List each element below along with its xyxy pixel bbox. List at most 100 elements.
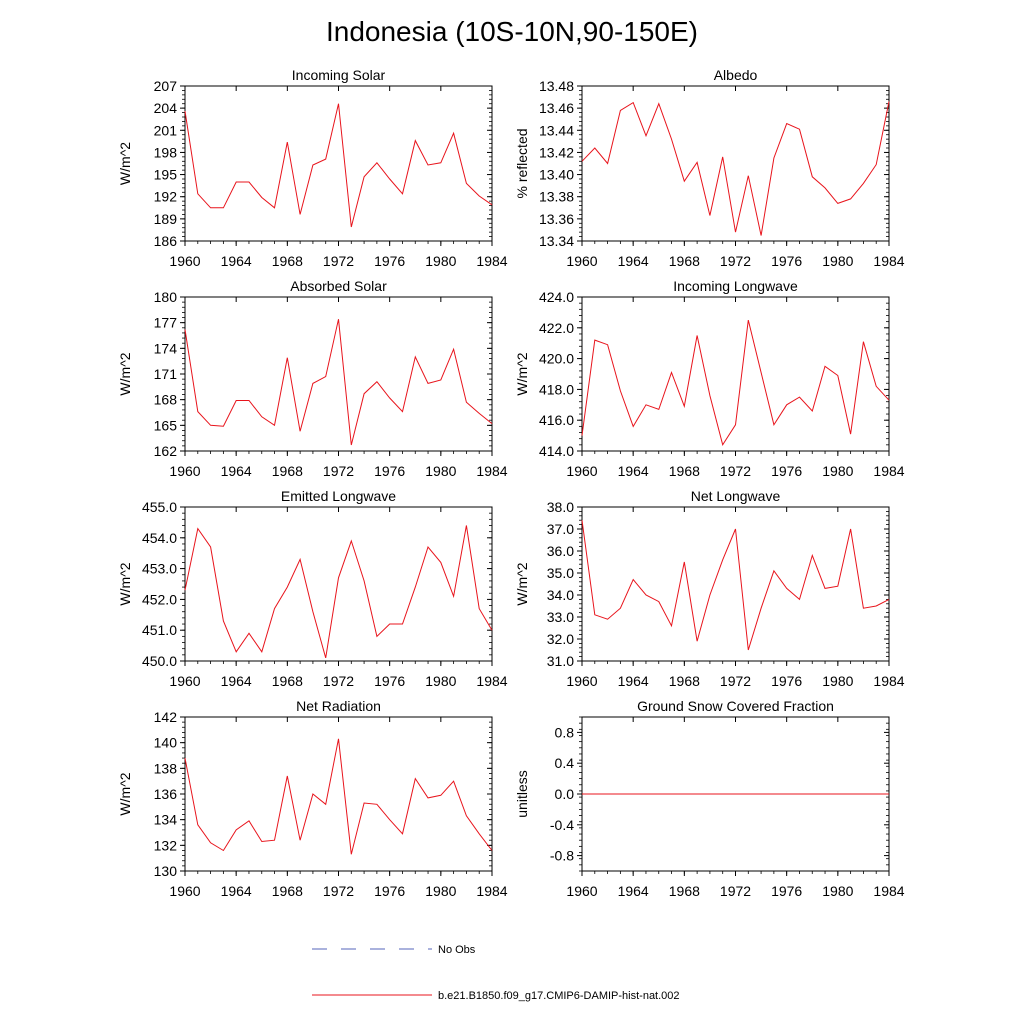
- y-tick-label: 136: [154, 786, 178, 802]
- x-tick-label: 1976: [771, 253, 802, 269]
- plot-frame: [581, 85, 890, 242]
- panel-4: Emitted Longwave W/m^2 450.0 451.0 452.0 453.…: [117, 488, 508, 689]
- y-tick-label: 140: [154, 735, 178, 751]
- y-tick-label: 13.46: [539, 100, 574, 116]
- panel-title: Ground Snow Covered Fraction: [637, 698, 834, 714]
- plot-frame: [184, 85, 493, 242]
- x-tick-label: 1984: [476, 673, 507, 689]
- x-tick-label: 1964: [618, 673, 649, 689]
- x-tick-label: 1980: [425, 463, 456, 479]
- panel-title: Absorbed Solar: [290, 278, 387, 294]
- y-tick-label: 207: [154, 78, 178, 94]
- y-tick-label: 36.0: [547, 543, 574, 559]
- y-tick-label: 13.40: [539, 167, 574, 183]
- y-tick-label: 13.38: [539, 189, 574, 205]
- x-tick-label: 1980: [822, 253, 853, 269]
- x-tick-label: 1980: [425, 253, 456, 269]
- x-tick-label: 1960: [169, 673, 200, 689]
- panel-1: Albedo % reflected 13.34 13.36 13.38 13.40 13.…: [514, 67, 905, 269]
- x-tick-label: 1964: [618, 463, 649, 479]
- panel-title: Incoming Solar: [292, 67, 386, 83]
- series-line-0: [581, 101, 890, 236]
- panel-2: Absorbed Solar W/m^2 162 165 168 171 174 177 180…: [117, 278, 508, 479]
- x-tick-label: 1976: [374, 463, 405, 479]
- panel-title: Net Radiation: [296, 698, 381, 714]
- panel-title: Incoming Longwave: [673, 278, 798, 294]
- series-line-0: [184, 319, 493, 446]
- y-tick-label: 162: [154, 443, 178, 459]
- y-tick-label: 416.0: [539, 412, 574, 428]
- y-tick-label: 177: [154, 315, 178, 331]
- y-tick-label: 13.44: [539, 122, 574, 138]
- x-tick-label: 1984: [873, 463, 904, 479]
- x-tick-label: 1960: [169, 463, 200, 479]
- y-tick-label: 132: [154, 837, 178, 853]
- panels: Incoming Solar W/m^2 186 189 192 195 198 201 204…: [117, 67, 905, 899]
- x-tick-label: 1968: [669, 253, 700, 269]
- y-tick-label: 33.0: [547, 609, 574, 625]
- x-tick-label: 1960: [169, 253, 200, 269]
- x-tick-label: 1980: [822, 673, 853, 689]
- x-tick-label: 1984: [476, 463, 507, 479]
- series-line-0: [184, 103, 493, 228]
- x-tick-label: 1972: [323, 673, 354, 689]
- y-tick-label: 13.36: [539, 211, 574, 227]
- panel-3: Incoming Longwave W/m^2 414.0 416.0 418.0 420…: [514, 278, 905, 479]
- figure-title: Indonesia (10S-10N,90-150E): [326, 16, 698, 47]
- y-tick-label: 130: [154, 863, 178, 879]
- y-axis-label: W/m^2: [514, 562, 530, 605]
- panel-7: Ground Snow Covered Fraction unitless -0.8…: [514, 698, 905, 899]
- y-axis-label: W/m^2: [117, 772, 133, 815]
- x-tick-label: 1984: [476, 883, 507, 899]
- x-tick-label: 1968: [669, 463, 700, 479]
- y-tick-label: 35.0: [547, 565, 574, 581]
- x-tick-label: 1984: [476, 253, 507, 269]
- y-tick-label: 201: [154, 122, 178, 138]
- y-axis-label: % reflected: [514, 128, 530, 198]
- y-tick-label: 34.0: [547, 587, 574, 603]
- y-tick-label: 189: [154, 211, 178, 227]
- x-tick-label: 1984: [873, 253, 904, 269]
- y-tick-label: 204: [154, 100, 178, 116]
- y-tick-label: 422.0: [539, 320, 574, 336]
- x-tick-label: 1960: [169, 883, 200, 899]
- x-tick-label: 1964: [618, 883, 649, 899]
- y-tick-label: 192: [154, 189, 178, 205]
- y-tick-label: 171: [154, 366, 178, 382]
- y-tick-label: 174: [154, 340, 178, 356]
- x-tick-label: 1960: [566, 883, 597, 899]
- y-tick-label: 13.48: [539, 78, 574, 94]
- panel-title: Net Longwave: [691, 488, 781, 504]
- x-tick-label: 1972: [720, 463, 751, 479]
- x-tick-label: 1968: [669, 673, 700, 689]
- x-tick-label: 1980: [425, 673, 456, 689]
- y-tick-label: 138: [154, 760, 178, 776]
- series-line-0: [581, 319, 890, 447]
- y-tick-label: 134: [154, 812, 178, 828]
- y-axis-label: W/m^2: [117, 142, 133, 185]
- x-tick-label: 1976: [374, 673, 405, 689]
- x-tick-label: 1964: [618, 253, 649, 269]
- plot-frame: [581, 296, 890, 452]
- y-tick-label: 37.0: [547, 521, 574, 537]
- y-tick-label: 452.0: [142, 591, 177, 607]
- x-tick-label: 1968: [272, 463, 303, 479]
- y-tick-label: 195: [154, 167, 178, 183]
- x-tick-label: 1972: [323, 253, 354, 269]
- x-tick-label: 1964: [221, 253, 252, 269]
- x-tick-label: 1960: [566, 673, 597, 689]
- y-tick-label: 418.0: [539, 381, 574, 397]
- y-tick-label: 414.0: [539, 443, 574, 459]
- y-axis-label: unitless: [514, 770, 530, 817]
- y-tick-label: 165: [154, 417, 178, 433]
- x-tick-label: 1968: [272, 253, 303, 269]
- y-tick-label: 454.0: [142, 530, 177, 546]
- x-tick-label: 1972: [720, 883, 751, 899]
- x-tick-label: 1984: [873, 673, 904, 689]
- y-tick-label: 168: [154, 392, 178, 408]
- y-axis-label: W/m^2: [117, 352, 133, 395]
- x-tick-label: 1976: [374, 253, 405, 269]
- y-tick-label: 31.0: [547, 653, 574, 669]
- series-line-0: [184, 738, 493, 855]
